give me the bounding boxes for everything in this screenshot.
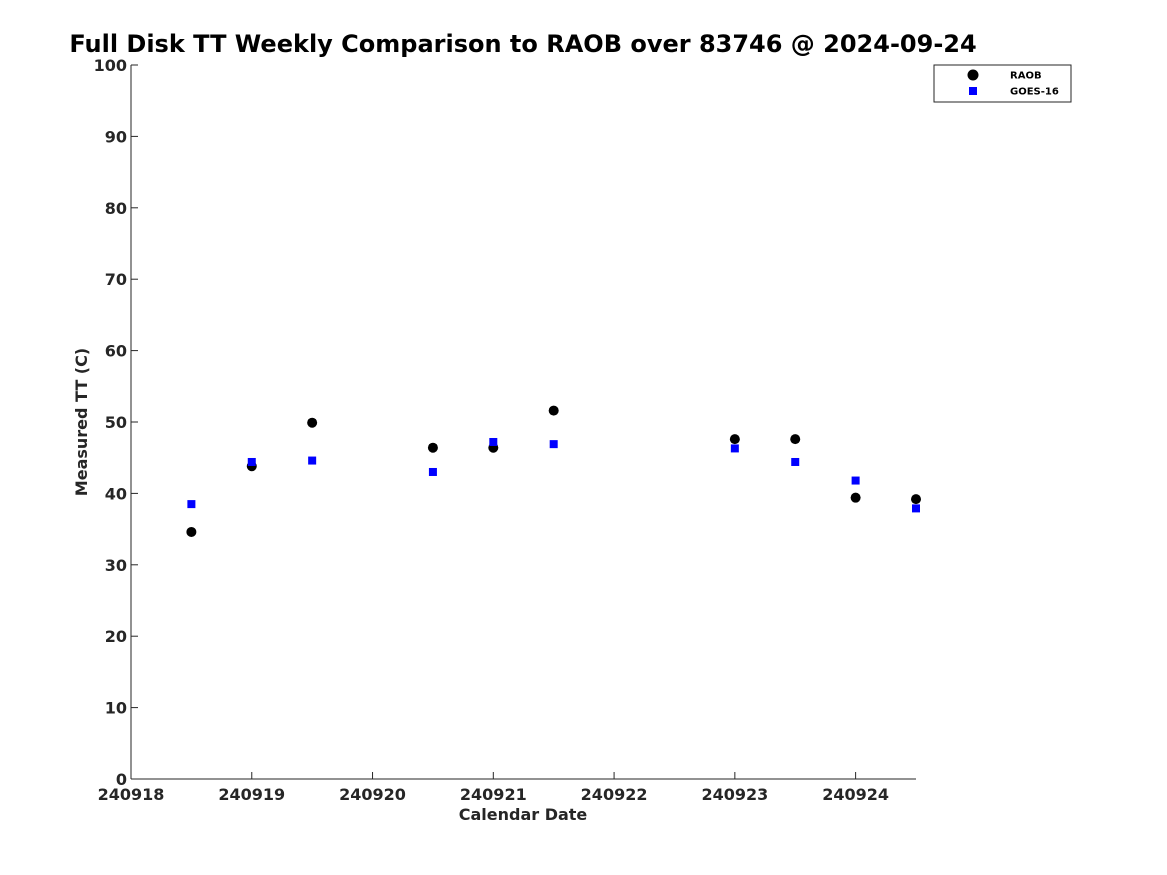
data-markers [186,405,921,537]
y-tick-label: 70 [105,270,127,289]
legend-label-raob: RAOB [1010,71,1042,82]
data-point-goes16 [187,500,196,509]
legend-label-goes16: GOES-16 [1010,87,1059,98]
x-tick-label: 240921 [460,785,527,804]
data-point-goes16 [730,444,739,453]
data-point-goes16 [851,476,860,485]
y-tick-label: 50 [105,413,127,432]
data-point-raob [186,526,197,537]
data-point-goes16 [308,456,317,465]
x-tick-label: 240923 [701,785,768,804]
legend-marker-raob [967,69,979,81]
data-point-raob [850,492,861,503]
x-tick-label: 240920 [339,785,406,804]
y-tick-label: 60 [105,342,127,361]
x-axis-ticks: 240918 240919 240920 240921 240922 240923 2409… [98,772,889,804]
data-point-raob [729,434,740,445]
y-tick-label: 10 [105,699,127,718]
data-point-goes16 [428,467,437,476]
data-point-raob [548,405,559,416]
y-tick-label: 80 [105,199,127,218]
y-tick-label: 30 [105,556,127,575]
y-tick-label: 0 [116,770,127,789]
x-tick-label: 240919 [218,785,285,804]
data-point-raob [427,442,438,453]
data-point-raob [911,494,921,505]
x-tick-label: 240918 [98,785,165,804]
chart-title: Full Disk TT Weekly Comparison to RAOB o… [69,30,976,58]
x-axis-label: Calendar Date [459,805,588,824]
data-point-goes16 [247,457,256,466]
y-axis-ticks: 0 10 20 30 40 50 60 70 80 90 100 [94,56,138,789]
x-tick-label: 240924 [822,785,889,804]
legend-marker-goes16 [969,87,977,95]
y-tick-label: 90 [105,127,127,146]
y-tick-label: 100 [94,56,127,75]
data-point-goes16 [791,457,800,466]
plot-area [130,65,916,780]
data-point-raob [790,434,801,445]
data-point-raob [307,417,318,428]
data-point-goes16 [549,440,558,449]
data-point-goes16 [912,504,920,513]
legend-box [933,64,1072,103]
y-tick-label: 40 [105,484,127,503]
x-tick-label: 240922 [581,785,648,804]
legend: RAOB GOES-16 [933,64,1072,103]
data-point-goes16 [489,437,498,446]
y-tick-label: 20 [105,627,127,646]
y-axis-label: Measured TT (C) [72,348,91,496]
